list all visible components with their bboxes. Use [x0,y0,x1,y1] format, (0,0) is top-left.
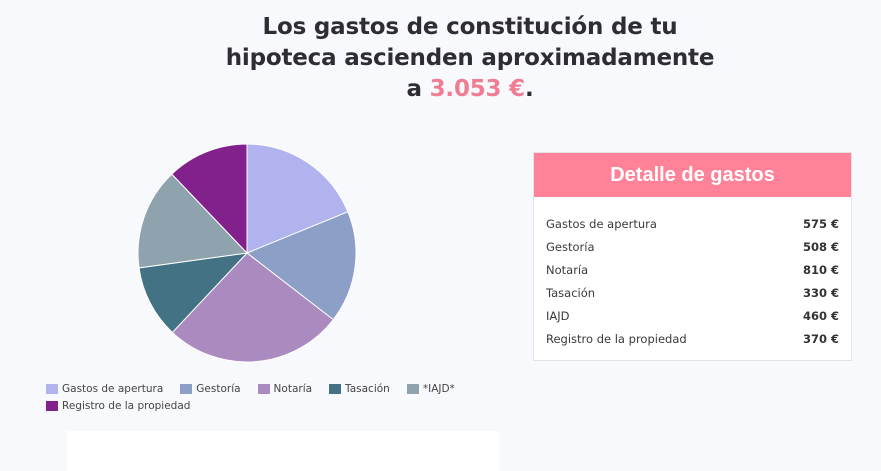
page-title: Los gastos de constitución de tu hipotec… [190,12,750,105]
legend-item-1[interactable]: Gestoría [180,382,241,396]
pie-slice-3 [138,252,249,334]
pie-slice-0 [246,143,349,254]
legend-item-3[interactable]: Tasación [329,382,390,396]
legend-label: Notaría [273,383,313,395]
legend-item-5[interactable]: Registro de la propiedad [46,399,190,413]
detail-row-value: 575 € [802,216,839,231]
legend-swatch [406,384,419,394]
bottom-card [67,431,499,471]
pie-slice-2 [171,252,334,363]
detail-row-label: Notaría [546,262,589,277]
legend-label: *IAJD* [422,383,455,395]
detail-row-label: Tasación [546,285,596,300]
detail-row-label: IAJD [546,308,570,323]
legend-label: Gastos de apertura [62,383,164,395]
detail-row: IAJD 460 € [546,304,839,327]
legend-swatch [257,384,270,394]
detail-list: Gastos de apertura 575 € Gestoría 508 € Nota… [534,197,851,350]
detail-row-value: 330 € [802,285,839,300]
legend-label: Registro de la propiedad [62,400,191,412]
legend-label: Gestoría [196,383,241,395]
detail-card-header: Detalle de gastos [534,153,851,197]
detail-row: Tasación 330 € [546,281,839,304]
pie-chart-svg [137,143,357,363]
legend-swatch [46,384,58,394]
expense-detail-card: Detalle de gastos Gastos de apertura 575 … [533,152,852,361]
expenses-pie-chart [136,142,358,364]
pie-slice-5 [171,143,248,255]
total-amount: 3.053 € [429,76,526,102]
detail-row-value: 810 € [802,262,839,277]
legend-item-2[interactable]: Notaría [257,382,313,396]
detail-row-label: Gestoría [546,239,595,254]
pie-slice-1 [246,211,357,321]
legend-swatch [180,384,193,394]
detail-row-value: 508 € [802,239,839,254]
detail-row: Notaría 810 € [546,258,839,281]
legend-swatch [329,384,342,394]
detail-row: Gastos de apertura 575 € [546,212,839,235]
chart-legend: Gastos de apertura Gestoría Notaría Tasació… [46,382,486,413]
detail-row: Registro de la propiedad 370 € [546,327,839,350]
legend-swatch [46,401,58,411]
detail-row: Gestoría 508 € [546,235,839,258]
legend-item-0[interactable]: Gastos de apertura [46,382,163,396]
headline-suffix: . [524,76,534,102]
legend-item-4[interactable]: *IAJD* [406,382,455,396]
legend-label: Tasación [345,383,390,395]
detail-row-label: Registro de la propiedad [546,331,687,346]
detail-row-label: Gastos de apertura [546,216,657,231]
headline-line-2: hipoteca ascienden aproximadamente [225,45,715,71]
detail-row-value: 370 € [802,331,839,346]
pie-slice-4 [137,173,249,269]
headline-prefix: a [406,76,422,102]
detail-row-value: 460 € [802,308,839,323]
headline-line-1: Los gastos de constitución de tu [262,14,678,40]
